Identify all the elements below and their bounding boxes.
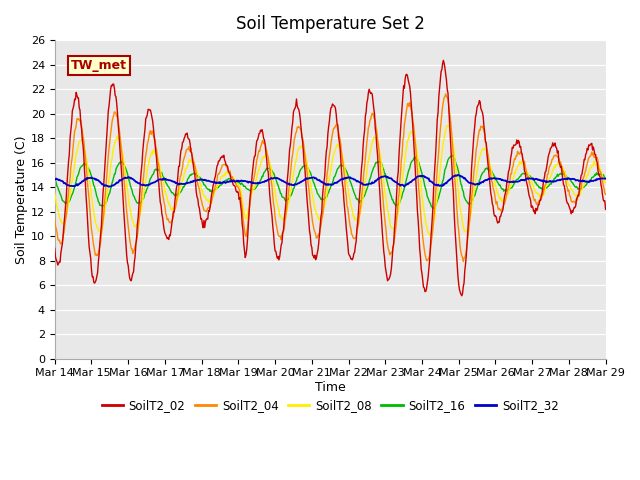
SoilT2_16 [375,159,383,165]
SoilT2_02 [458,293,465,299]
Title: Soil Temperature Set 2: Soil Temperature Set 2 [236,15,424,33]
SoilT2_04 [51,216,59,222]
Text: TW_met: TW_met [71,59,127,72]
SoilT2_02 [429,190,437,196]
SoilT2_32 [602,176,609,181]
SoilT2_04 [460,259,467,264]
SoilT2_04 [553,153,561,158]
SoilT2_16 [429,205,436,211]
SoilT2_08 [195,177,203,183]
SoilT2_08 [375,147,383,153]
SoilT2_04 [602,192,609,197]
SoilT2_32 [196,177,204,182]
SoilT2_02 [375,180,383,185]
SoilT2_02 [602,206,609,212]
SoilT2_02 [195,205,203,211]
SoilT2_02 [51,245,59,251]
SoilT2_32 [51,177,59,183]
SoilT2_32 [553,178,561,183]
SoilT2_32 [105,184,113,190]
SoilT2_02 [553,145,561,151]
Line: SoilT2_08: SoilT2_08 [55,125,605,235]
Line: SoilT2_32: SoilT2_32 [55,175,605,187]
Legend: SoilT2_02, SoilT2_04, SoilT2_08, SoilT2_16, SoilT2_32: SoilT2_02, SoilT2_04, SoilT2_08, SoilT2_… [97,394,564,416]
SoilT2_08 [430,218,438,224]
SoilT2_04 [172,204,179,210]
SoilT2_08 [426,232,433,238]
SoilT2_04 [442,91,449,97]
SoilT2_32 [376,175,384,181]
SoilT2_02 [172,192,179,197]
SoilT2_32 [430,181,438,187]
SoilT2_16 [172,191,179,197]
SoilT2_08 [445,122,452,128]
SoilT2_08 [602,180,609,186]
SoilT2_04 [322,186,330,192]
SoilT2_08 [172,202,179,208]
SoilT2_32 [323,182,330,188]
SoilT2_02 [440,58,447,63]
SoilT2_04 [429,219,437,225]
SoilT2_04 [195,186,203,192]
SoilT2_08 [553,162,561,168]
Line: SoilT2_02: SoilT2_02 [55,60,605,296]
SoilT2_16 [430,204,438,210]
SoilT2_02 [322,158,330,164]
Line: SoilT2_16: SoilT2_16 [55,156,605,208]
SoilT2_16 [51,176,59,181]
X-axis label: Time: Time [315,381,346,394]
Y-axis label: Soil Temperature (C): Soil Temperature (C) [15,135,28,264]
SoilT2_16 [602,175,609,181]
SoilT2_08 [51,190,59,196]
SoilT2_16 [195,174,203,180]
SoilT2_16 [553,174,561,180]
SoilT2_08 [322,199,330,204]
SoilT2_16 [322,194,330,200]
SoilT2_32 [173,180,180,186]
SoilT2_04 [375,150,383,156]
SoilT2_16 [449,153,456,158]
SoilT2_32 [454,172,461,178]
Line: SoilT2_04: SoilT2_04 [55,94,605,262]
